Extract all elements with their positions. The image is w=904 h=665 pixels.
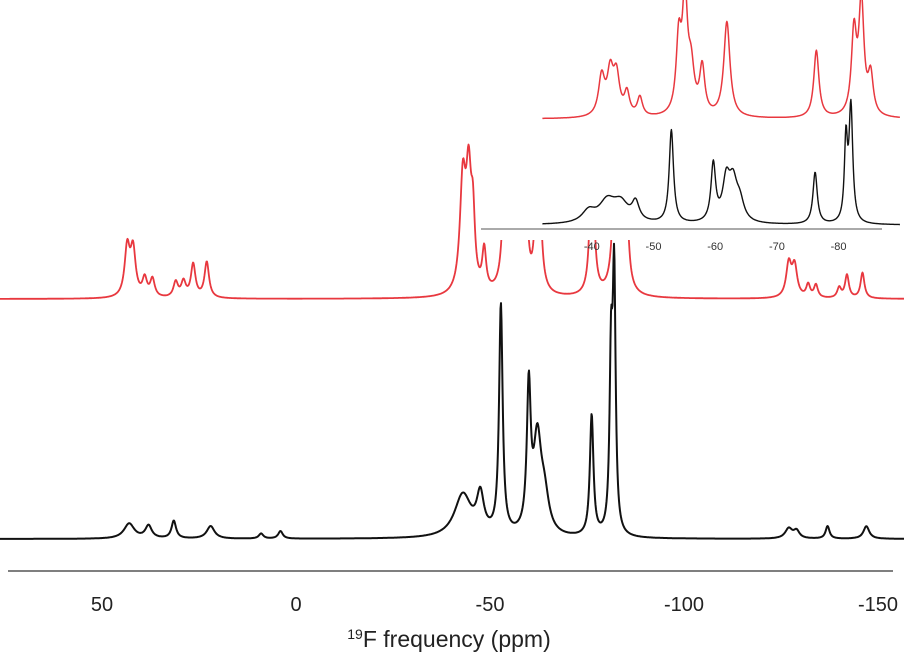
inset-plot: -40 -50 -60 -70 -80	[478, 0, 901, 253]
inset-x-tick-label: -60	[707, 241, 723, 253]
main-x-axis-ticks: 100500-50-100-150-200-250	[91, 594, 898, 616]
main-spectrum-red-trace	[0, 14, 904, 300]
main-x-tick-label: 50	[91, 594, 113, 616]
inset-spectrum-red-trace	[542, 0, 901, 120]
main-x-tick-label: -50	[476, 594, 505, 616]
main-spectrum-black-trace	[0, 242, 904, 540]
main-x-tick-label: -100	[664, 594, 704, 616]
main-x-axis-title: 19F frequency (ppm)	[347, 626, 550, 652]
x-axis-title-isotope: 19	[347, 626, 363, 642]
inset-spectrum-black-trace	[542, 98, 901, 226]
inset-x-tick-label: -40	[584, 241, 600, 253]
inset-x-tick-label: -70	[769, 241, 785, 253]
inset-x-tick-label: -50	[646, 241, 662, 253]
main-x-tick-label: 0	[290, 594, 301, 616]
x-axis-title-text: F frequency (ppm)	[363, 626, 551, 652]
main-plot: 100500-50-100-150-200-250 19F frequency …	[0, 14, 904, 652]
inset-x-axis-ticks: -40 -50 -60 -70 -80	[584, 241, 847, 253]
inset-x-tick-label: -80	[831, 241, 847, 253]
inset-background	[478, 4, 882, 240]
main-x-tick-label: -150	[858, 594, 898, 616]
